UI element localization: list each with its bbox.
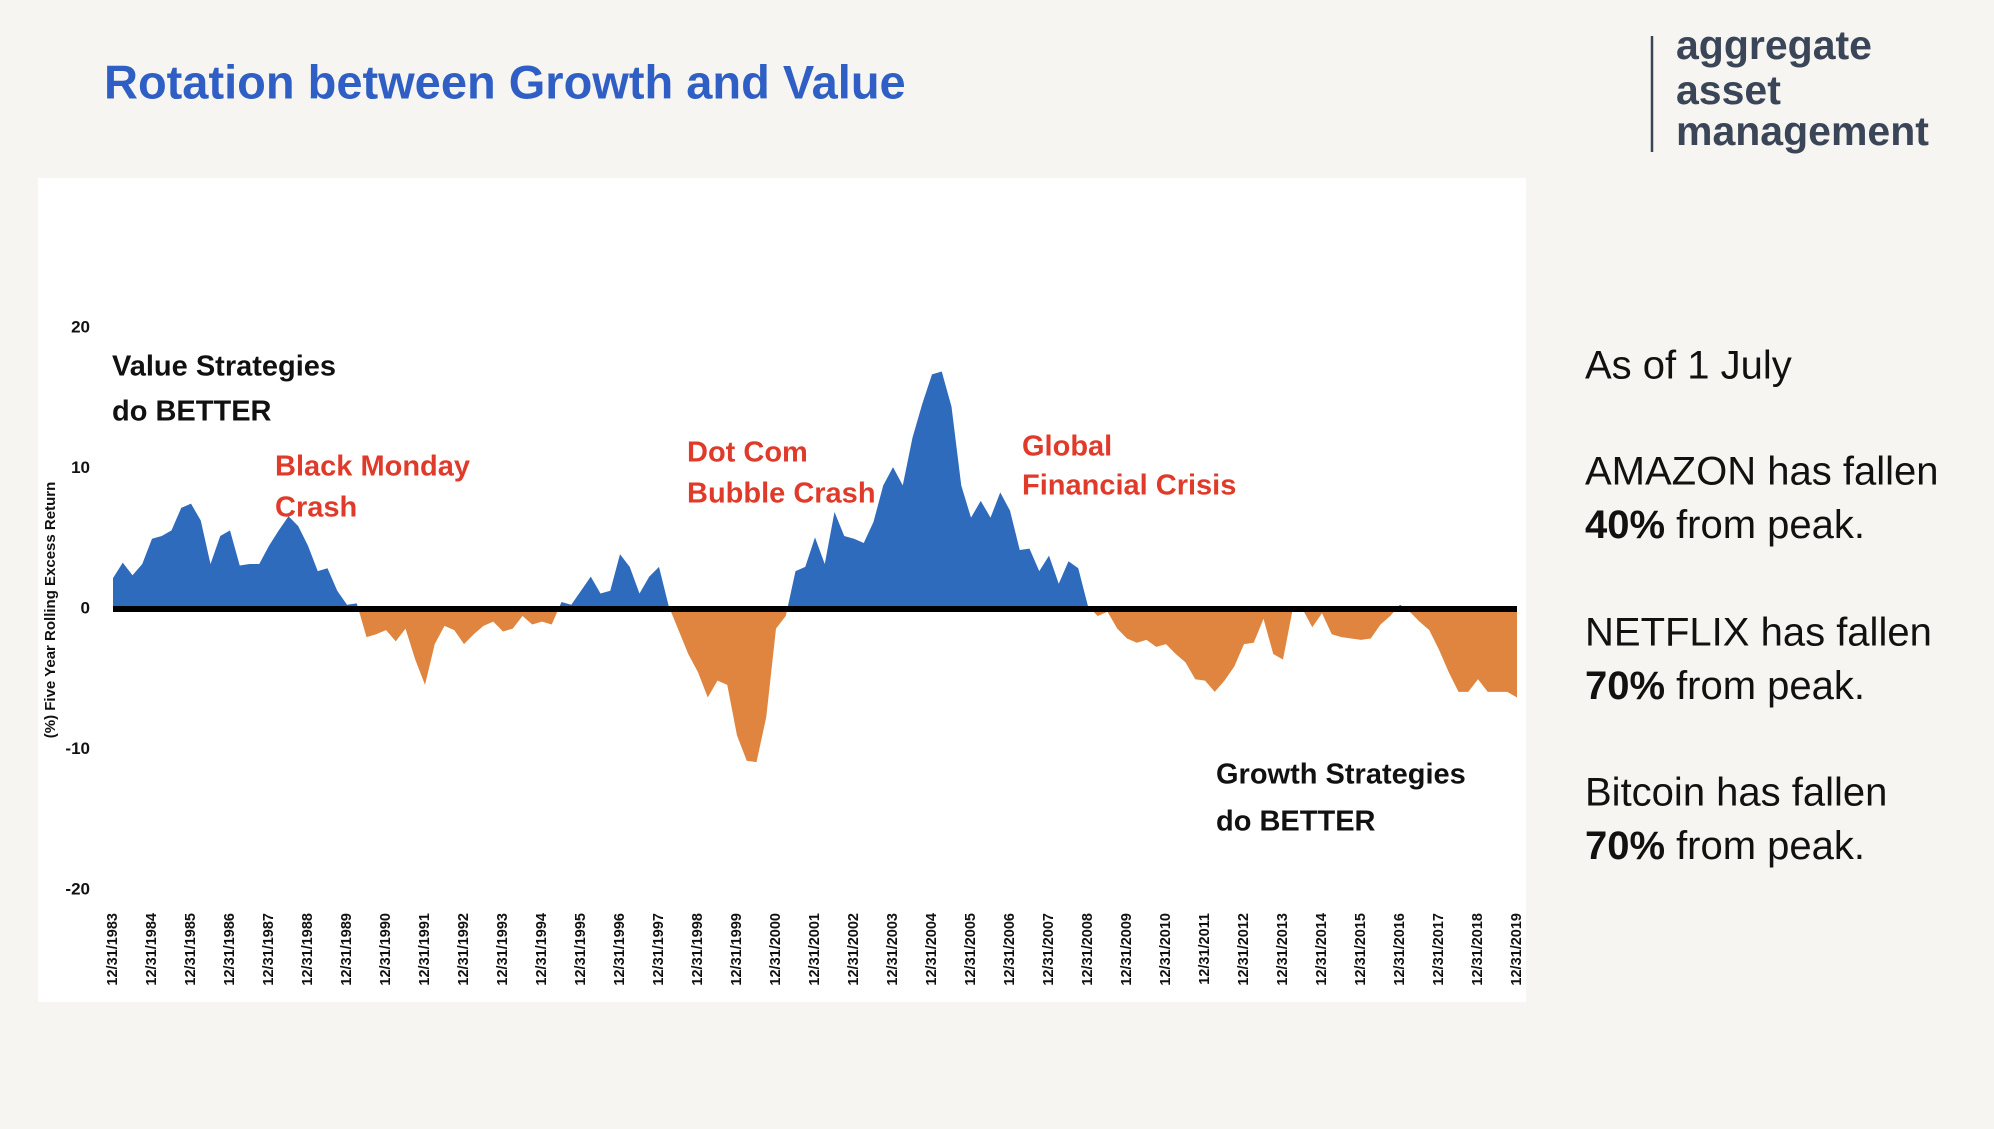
x-tick-label: 12/31/2002: [846, 913, 862, 986]
x-tick-label: 12/31/2012: [1236, 913, 1252, 986]
x-tick-label: 12/31/2007: [1041, 913, 1057, 986]
y-tick-label: 0: [81, 598, 90, 617]
x-tick-label: 12/31/1995: [573, 913, 589, 986]
note-rest: from peak.: [1676, 664, 1865, 708]
x-tick-label: 12/31/1993: [495, 913, 511, 986]
y-tick-label: -10: [65, 739, 90, 758]
x-tick-label: 12/31/2003: [885, 913, 901, 986]
annotation: Global: [1022, 431, 1112, 463]
note-detail: 40% from peak.: [1585, 503, 1865, 547]
y-tick-label: 10: [71, 458, 90, 477]
as-of: As of 1 July: [1585, 344, 1792, 388]
annotation: Growth Strategies: [1216, 759, 1466, 791]
annotation: Bubble Crash: [687, 478, 876, 510]
x-tick-label: 12/31/2017: [1431, 913, 1447, 986]
annotation: Dot Com: [687, 437, 808, 469]
note-bold: 70%: [1585, 664, 1665, 708]
note-text: AMAZON has fallen: [1585, 450, 1938, 494]
x-tick-label: 12/31/1997: [651, 913, 667, 986]
note-text: NETFLIX has fallen: [1585, 611, 1932, 655]
annotation: Financial Crisis: [1022, 470, 1236, 502]
x-tick-label: 12/31/2000: [768, 913, 784, 986]
x-tick-label: 12/31/1987: [261, 913, 277, 986]
annotation: do BETTER: [1216, 806, 1376, 838]
x-tick-label: 12/31/2005: [963, 913, 979, 986]
note-bold: 70%: [1585, 824, 1665, 868]
y-tick-label: -20: [65, 879, 90, 898]
x-tick-label: 12/31/2019: [1509, 913, 1525, 986]
x-tick-label: 12/31/1996: [612, 913, 628, 986]
annotation: do BETTER: [112, 396, 272, 428]
x-tick-label: 12/31/2014: [1314, 913, 1330, 986]
x-tick-label: 12/31/2015: [1353, 913, 1369, 986]
logo-text: management: [1676, 108, 1929, 154]
x-tick-label: 12/31/2011: [1197, 913, 1213, 985]
x-tick-label: 12/31/2009: [1119, 913, 1135, 986]
x-tick-label: 12/31/1992: [456, 913, 472, 986]
x-tick-label: 12/31/1988: [300, 913, 316, 986]
x-tick-label: 12/31/1985: [183, 913, 199, 986]
x-tick-label: 12/31/1991: [417, 913, 433, 986]
x-tick-label: 12/31/2016: [1392, 913, 1408, 986]
logo-text: aggregate: [1676, 22, 1872, 68]
y-axis-label: (%) Five Year Rolling Excess Return: [42, 482, 59, 738]
note-rest: from peak.: [1676, 824, 1865, 868]
x-tick-label: 12/31/2001: [807, 913, 823, 986]
annotation: Value Strategies: [112, 351, 336, 383]
x-tick-label: 12/31/2010: [1158, 913, 1174, 986]
annotation: Crash: [275, 492, 357, 524]
x-tick-label: 12/31/1999: [729, 913, 745, 986]
note-detail: 70% from peak.: [1585, 664, 1865, 708]
note-bold: 40%: [1585, 503, 1665, 547]
logo-text: asset: [1676, 67, 1781, 113]
x-tick-label: 12/31/1994: [534, 913, 550, 986]
x-tick-label: 12/31/2004: [924, 913, 940, 986]
x-tick-label: 12/31/2018: [1470, 913, 1486, 986]
x-tick-label: 12/31/2006: [1002, 913, 1018, 986]
x-tick-label: 12/31/1986: [222, 913, 238, 986]
y-tick-label: 20: [71, 317, 90, 336]
area: [113, 371, 1517, 763]
x-tick-label: 12/31/1998: [690, 913, 706, 986]
x-tick-label: 12/31/1989: [339, 913, 355, 986]
x-tick-label: 12/31/1984: [144, 913, 160, 986]
x-tick-label: 12/31/2013: [1275, 913, 1291, 986]
x-tick-label: 12/31/1990: [378, 913, 394, 986]
note-text: Bitcoin has fallen: [1585, 771, 1887, 815]
note-detail: 70% from peak.: [1585, 824, 1865, 868]
x-tick-label: 12/31/2008: [1080, 913, 1096, 986]
chart: 20 10 0 -10 -20 (%) Five Year Rolling Excess …: [42, 317, 1525, 985]
note-rest: from peak.: [1676, 503, 1865, 547]
x-tick-label: 12/31/1983: [105, 913, 121, 986]
annotation: Black Monday: [275, 451, 470, 483]
slide-title: Rotation between Growth and Value: [104, 55, 906, 108]
